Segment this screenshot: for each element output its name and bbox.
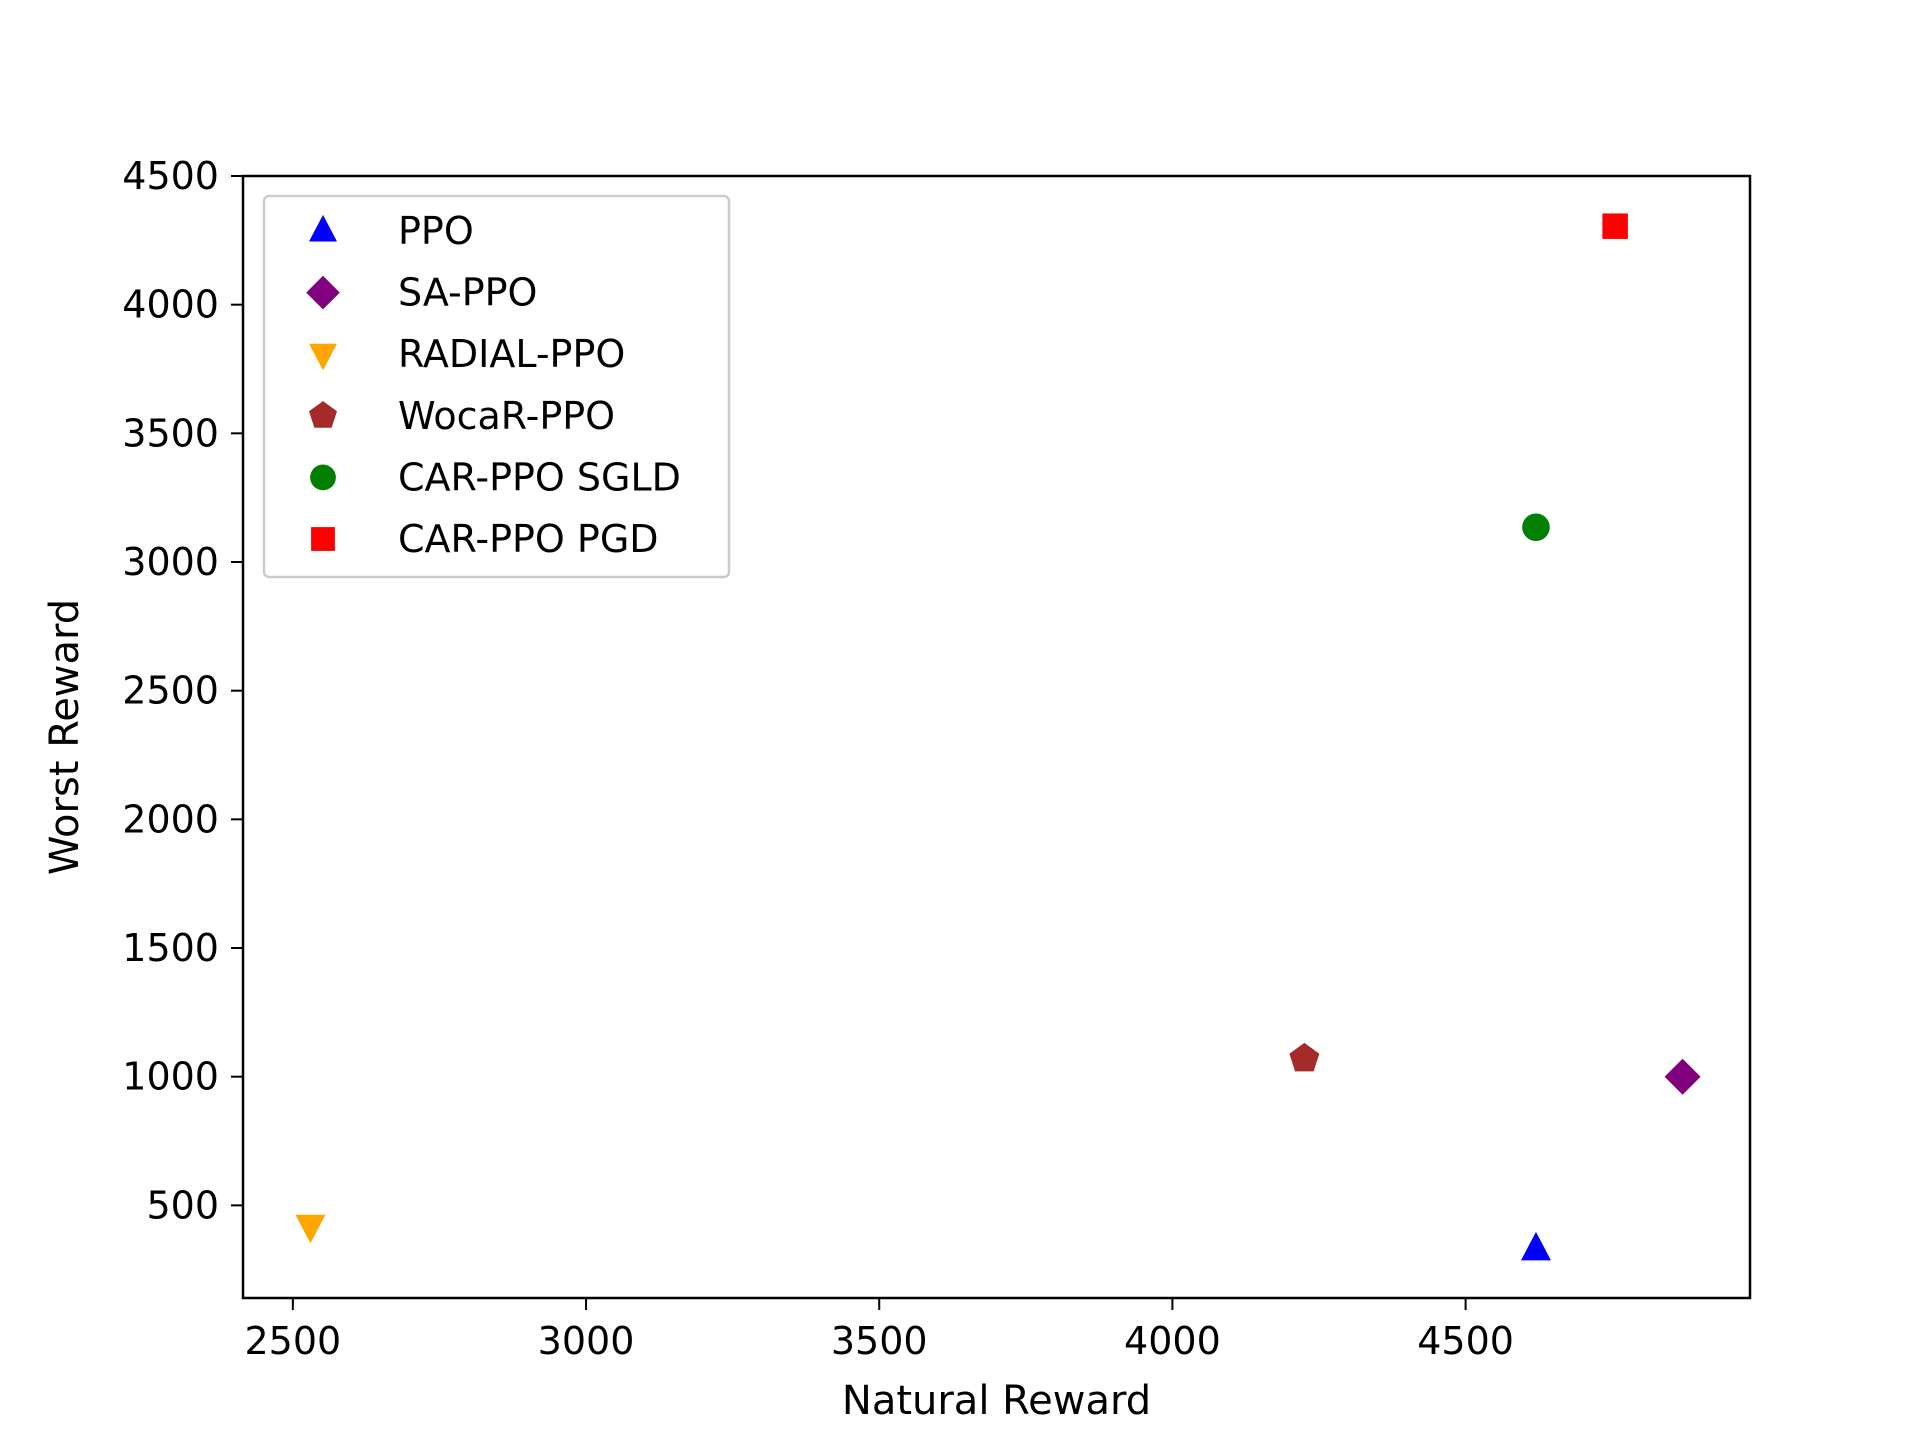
legend-marker [309,343,337,371]
legend-marker [309,214,337,242]
legend-marker [309,401,337,428]
data-point [1289,1042,1320,1072]
plot-area [241,174,1752,1300]
x-tick-label: 4500 [1417,1319,1514,1363]
data-point [1602,213,1628,239]
data-point [1520,1231,1551,1261]
axis-ticks: 2500 3000 3500 4000 4500 500 1000 1500 2000 2500 3… [122,154,1514,1363]
y-tick-label: 4000 [122,283,219,327]
legend-label: CAR-PPO PGD [398,517,659,561]
legend-label: SA-PPO [398,271,537,315]
plot-frame [241,174,1752,1300]
data-point [295,1214,326,1244]
legend-label: RADIAL-PPO [398,332,625,376]
y-tick-label: 500 [146,1183,219,1227]
x-tick-label: 3000 [538,1319,635,1363]
x-tick-label: 2500 [244,1319,341,1363]
x-tick-label: 3500 [831,1319,928,1363]
x-tick-label: 4000 [1124,1319,1221,1363]
data-points [295,213,1701,1261]
legend-box [262,194,731,579]
y-tick-label: 3000 [122,540,219,584]
y-tick-label: 2000 [122,797,219,841]
y-tick-label: 2500 [122,669,219,713]
legend-marker [310,464,336,491]
legend-marker [306,275,340,310]
legend: PPO SA-PPO RADIAL-PPO WocaR-PPO CAR-PPO SGLD… [262,194,731,579]
y-axis-label: Worst Reward [42,599,88,875]
data-point [1522,513,1550,542]
y-tick-label: 4500 [122,154,219,198]
y-tick-label: 1500 [122,926,219,970]
legend-marker [311,527,335,551]
legend-label: CAR-PPO SGLD [398,455,681,499]
data-point [1664,1058,1701,1095]
y-tick-label: 3500 [122,411,219,455]
x-axis-label: Natural Reward [842,1378,1151,1424]
legend-label: WocaR-PPO [398,394,615,438]
legend-label: PPO [398,209,474,253]
y-tick-label: 1000 [122,1055,219,1099]
